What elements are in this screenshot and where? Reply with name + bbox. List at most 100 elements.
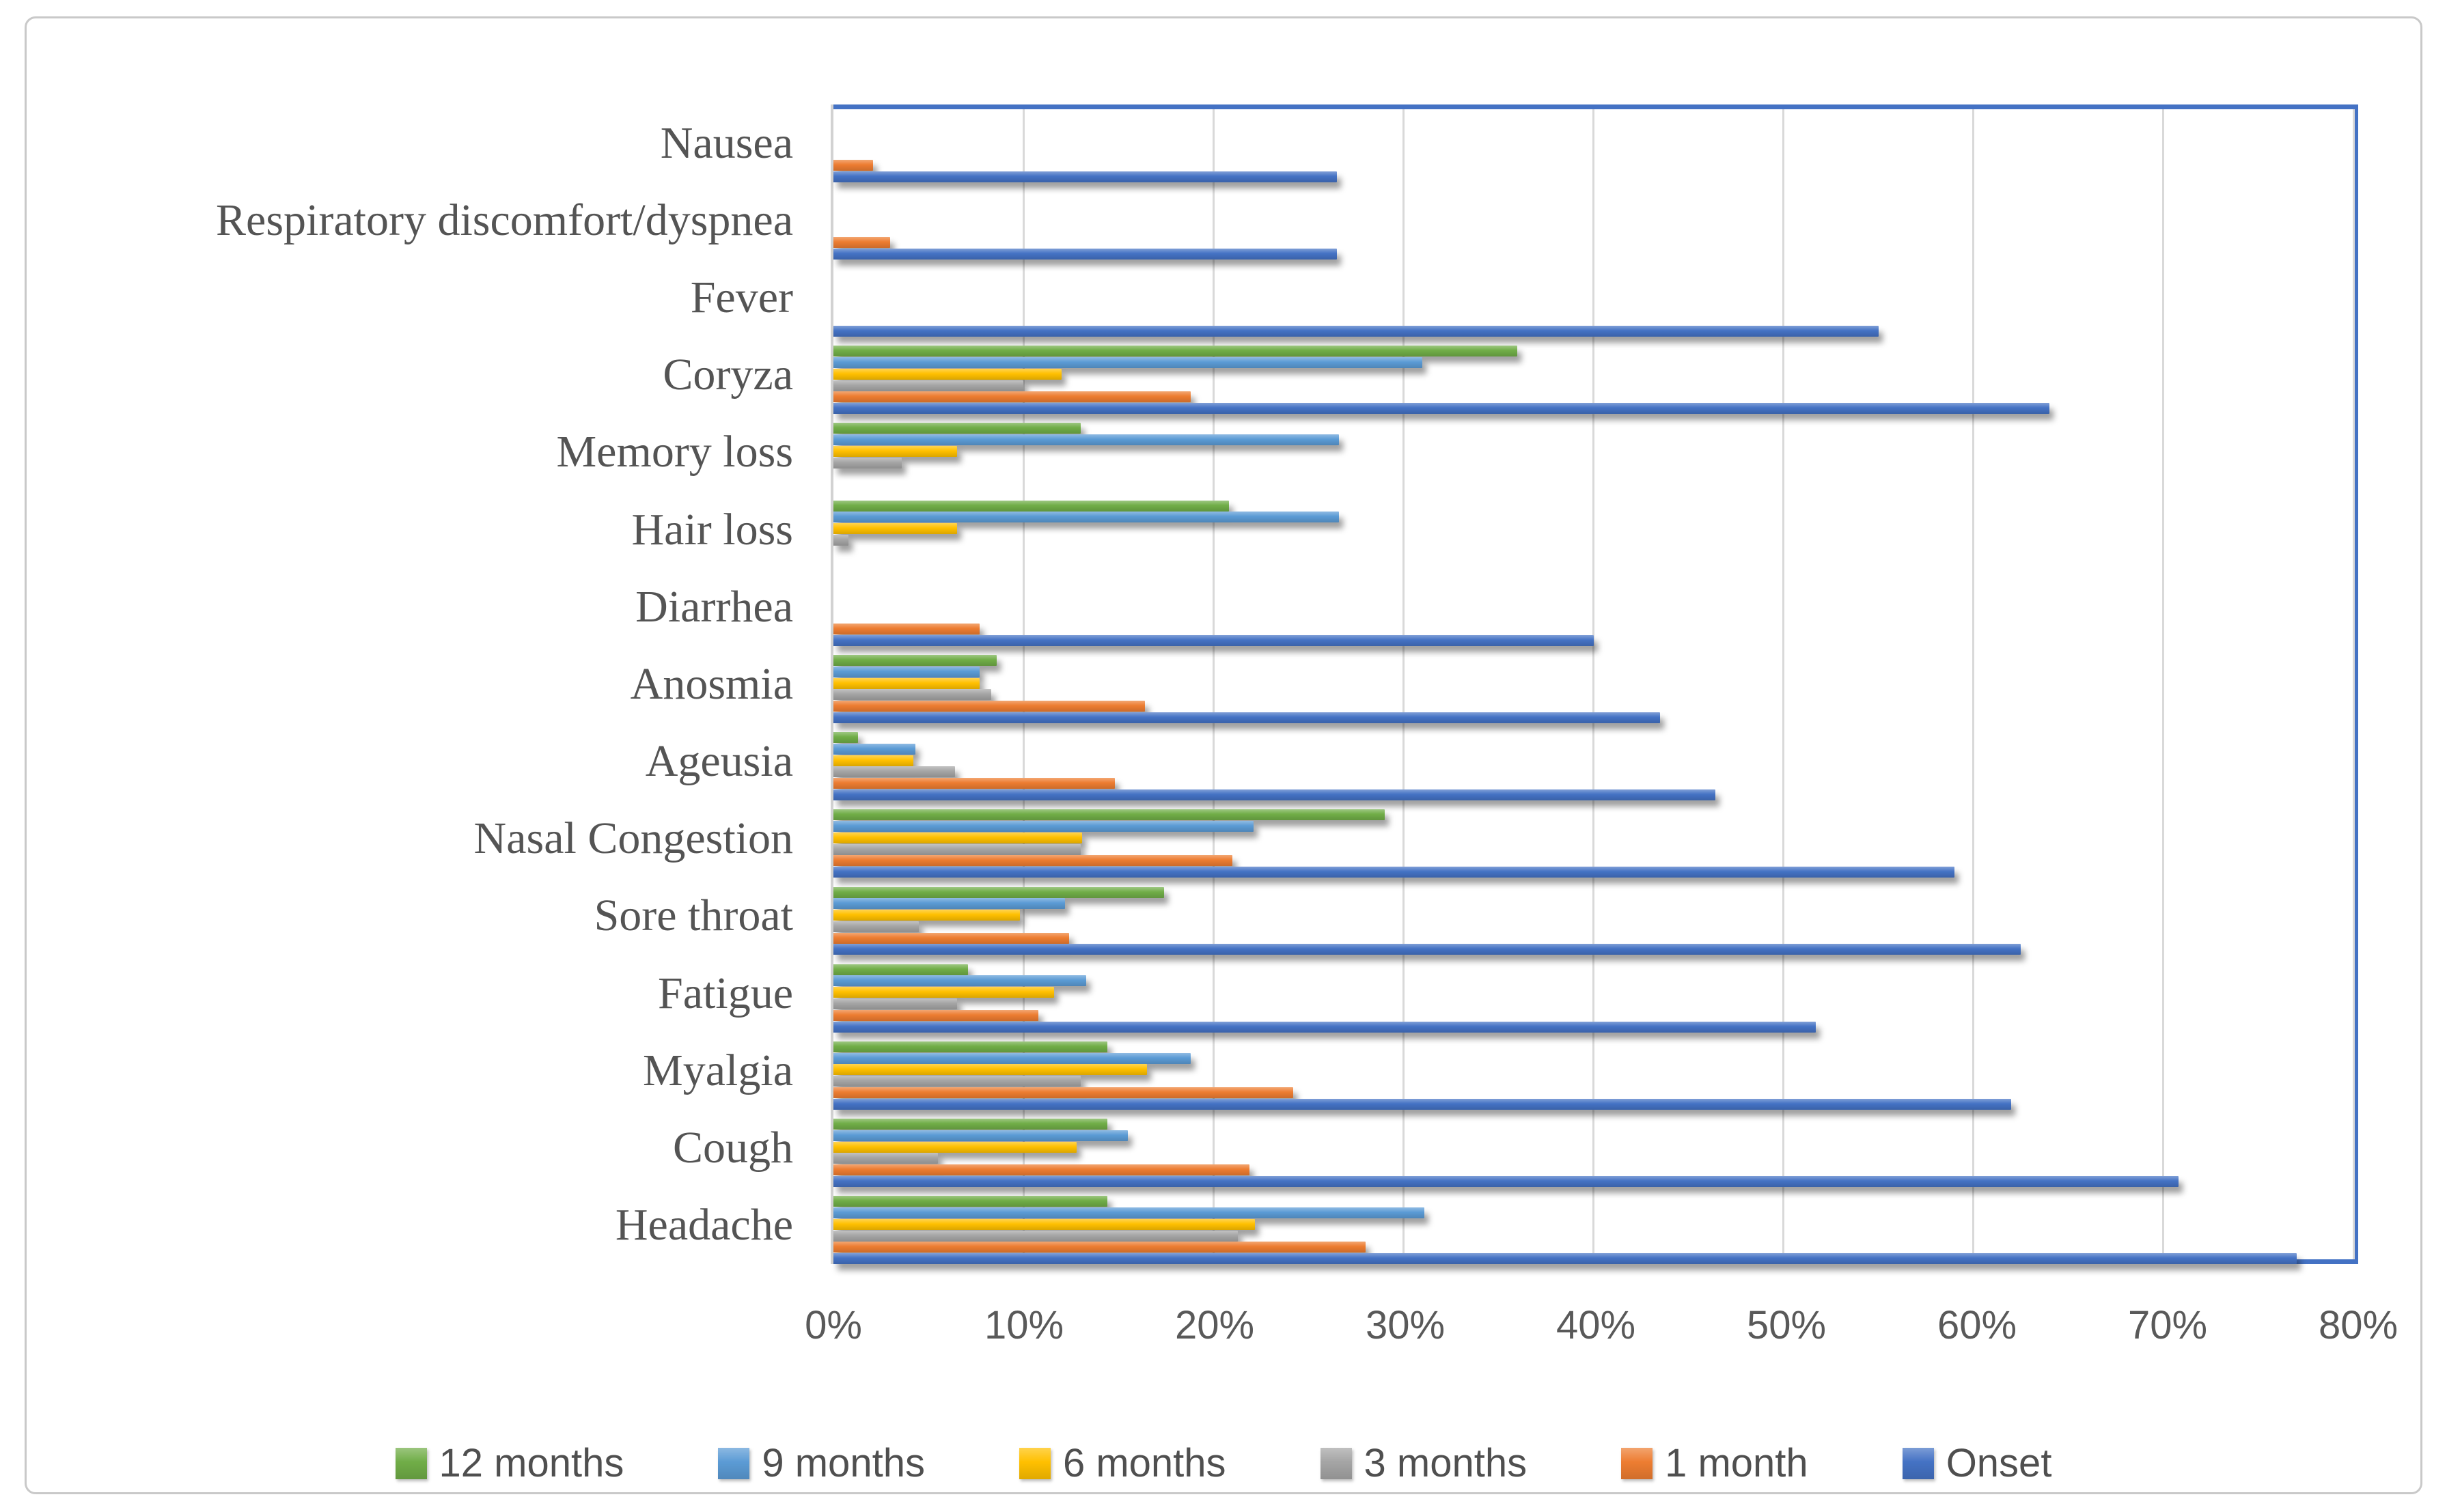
x-axis-tick-label: 80% xyxy=(2318,1303,2398,1347)
category-label: Fever xyxy=(690,272,793,322)
bar xyxy=(833,623,980,634)
bar xyxy=(833,1175,2179,1187)
bar xyxy=(833,732,859,744)
bar xyxy=(833,975,1086,987)
bar xyxy=(833,434,1339,446)
bar xyxy=(833,1052,1191,1064)
bar xyxy=(833,346,1518,357)
bar-group xyxy=(833,186,2353,264)
bar xyxy=(833,1230,1239,1242)
x-axis-tick-label: 10% xyxy=(984,1303,1064,1347)
legend-swatch xyxy=(1902,1447,1934,1479)
bar xyxy=(833,523,957,535)
legend-label: 1 month xyxy=(1665,1441,1808,1485)
category-label: Myalgia xyxy=(643,1045,793,1095)
bar xyxy=(833,944,2021,955)
legend-item: 1 month xyxy=(1621,1440,1808,1486)
bar-group xyxy=(833,496,2353,573)
category-label: Coryza xyxy=(663,350,793,400)
legend: 12 months 9 months 6 months 3 months 1 month… xyxy=(27,1440,2420,1486)
gridline xyxy=(1972,109,1975,1259)
bar-group xyxy=(833,264,2353,341)
bar xyxy=(833,325,1879,337)
legend-label: 6 months xyxy=(1062,1441,1226,1485)
gridline xyxy=(1212,109,1215,1259)
bar xyxy=(833,689,991,701)
bar xyxy=(833,380,1024,391)
bar xyxy=(833,1196,1107,1207)
chart-frame: Nausea Respiratory discomfort/dyspnea Feve… xyxy=(25,16,2422,1494)
bar-group xyxy=(833,805,2353,882)
x-axis: 0% 10% 20% 30% 40% 50% 60% 70% 80% xyxy=(805,1302,2398,1357)
bar-group xyxy=(833,1114,2353,1191)
legend-item: Onset xyxy=(1902,1440,2051,1486)
bar xyxy=(833,1087,1294,1099)
category-label: Memory loss xyxy=(556,427,794,477)
bar xyxy=(833,356,1423,368)
bar-group xyxy=(833,1192,2353,1269)
x-axis-tick-label: 70% xyxy=(2127,1303,2208,1347)
category-label: Cough xyxy=(672,1123,793,1173)
bar xyxy=(833,766,955,778)
gridline xyxy=(1022,109,1025,1259)
bar xyxy=(833,1242,1366,1253)
bar xyxy=(833,743,915,755)
x-axis-tick-label: 50% xyxy=(1746,1303,1827,1347)
bar xyxy=(833,832,1083,843)
gridline xyxy=(1402,109,1405,1259)
bar xyxy=(833,1119,1107,1130)
category-label: Ageusia xyxy=(645,736,793,787)
bar xyxy=(833,778,1115,789)
category-label: Sore throat xyxy=(594,891,793,941)
bar xyxy=(833,677,980,689)
bar xyxy=(833,248,1338,260)
bar xyxy=(833,987,1054,998)
bar xyxy=(833,821,1254,832)
bar xyxy=(833,236,891,248)
legend-swatch xyxy=(1320,1447,1352,1479)
bar xyxy=(833,403,2049,415)
legend-item: 9 months xyxy=(718,1440,925,1486)
bar xyxy=(833,423,1081,434)
bar xyxy=(833,964,969,975)
bar xyxy=(833,921,920,932)
bar xyxy=(833,457,902,468)
legend-item: 3 months xyxy=(1320,1440,1527,1486)
category-label: Fatigue xyxy=(658,968,793,1018)
bar xyxy=(833,910,1020,921)
bar xyxy=(833,445,957,457)
category-label: Anosmia xyxy=(630,658,793,709)
gridline xyxy=(2352,109,2355,1259)
bar xyxy=(833,701,1146,712)
bar xyxy=(833,998,957,1010)
category-label: Respiratory discomfort/dyspnea xyxy=(216,195,793,245)
bars-layer xyxy=(833,109,2353,1265)
legend-swatch xyxy=(1019,1447,1051,1479)
bar xyxy=(833,1253,2297,1265)
x-axis-tick-label: 30% xyxy=(1365,1303,1446,1347)
bar-group xyxy=(833,419,2353,496)
legend-item: 6 months xyxy=(1019,1440,1226,1486)
bar xyxy=(833,1076,1081,1087)
x-axis-tick-label: 20% xyxy=(1174,1303,1255,1347)
bar xyxy=(833,634,1594,646)
bar xyxy=(833,654,997,666)
bar xyxy=(833,1164,1250,1176)
bar xyxy=(833,368,1062,380)
bar-group xyxy=(833,109,2353,186)
bar xyxy=(833,867,1954,878)
bar xyxy=(833,534,849,546)
bar-group xyxy=(833,650,2353,727)
bar xyxy=(833,512,1339,523)
bar-group xyxy=(833,341,2353,419)
bar xyxy=(833,855,1233,867)
bar xyxy=(833,886,1164,898)
bar-group xyxy=(833,573,2353,650)
bar xyxy=(833,500,1229,512)
legend-swatch xyxy=(1621,1447,1653,1479)
category-label: Nasal Congestion xyxy=(473,813,793,864)
bar xyxy=(833,1207,1424,1219)
bar xyxy=(833,1041,1107,1052)
bar xyxy=(833,755,913,766)
legend-swatch xyxy=(718,1447,750,1479)
